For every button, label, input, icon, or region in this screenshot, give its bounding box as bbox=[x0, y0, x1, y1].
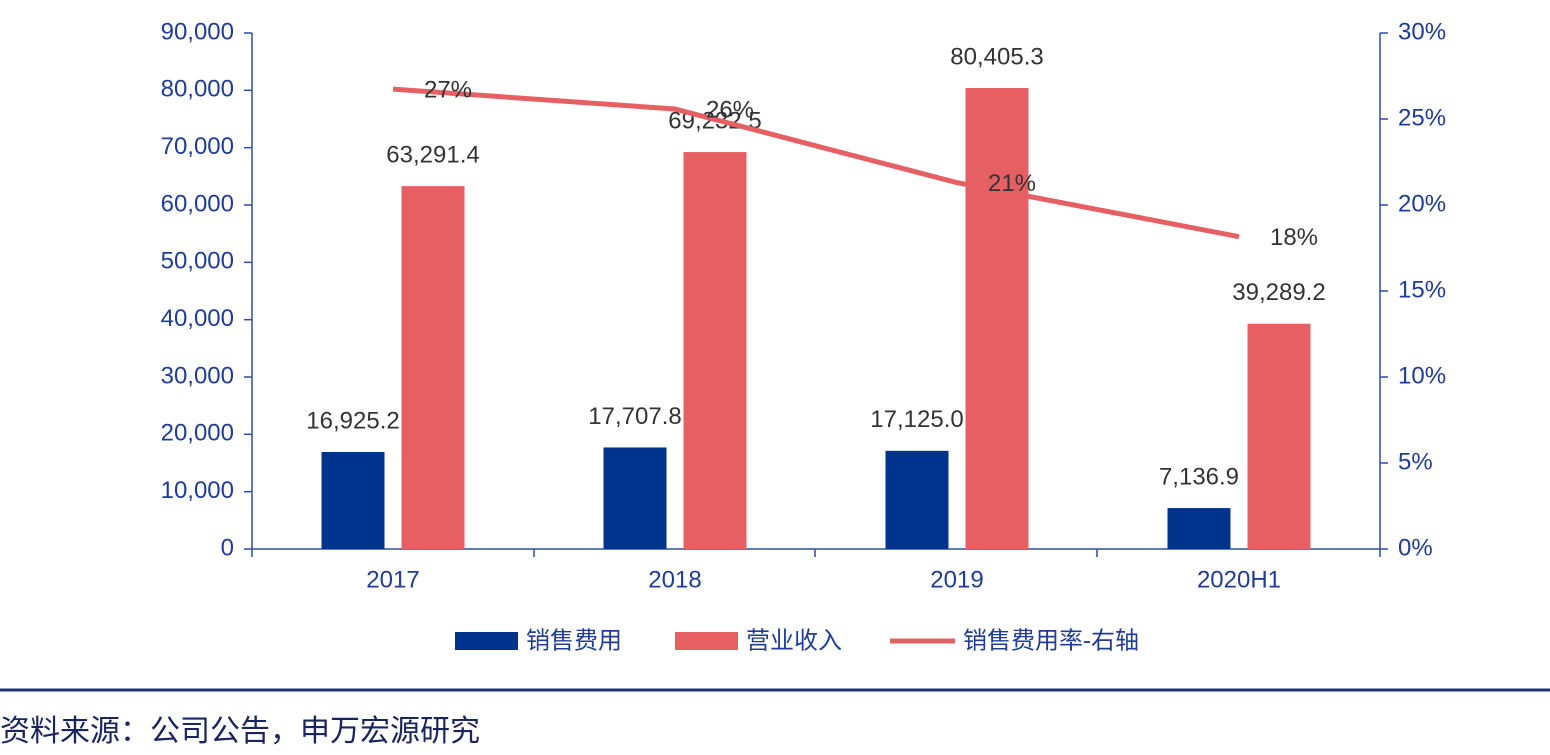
y-tick-label: 90,000 bbox=[161, 18, 234, 45]
y-tick-label: 60,000 bbox=[161, 190, 234, 217]
y-tick-label: 70,000 bbox=[161, 133, 234, 160]
data-label: 63,291.4 bbox=[386, 141, 479, 168]
y-tick-label: 0 bbox=[221, 534, 234, 561]
data-label: 16,925.2 bbox=[306, 407, 399, 434]
data-label: 39,289.2 bbox=[1232, 279, 1325, 306]
y-tick-label: 80,000 bbox=[161, 76, 234, 103]
data-label: 17,707.8 bbox=[588, 403, 681, 430]
data-label: 27% bbox=[424, 76, 472, 103]
y2-tick-label: 10% bbox=[1398, 362, 1446, 389]
y-tick-label: 50,000 bbox=[161, 248, 234, 275]
y2-tick-label: 20% bbox=[1398, 190, 1446, 217]
x-axis-ticks bbox=[251, 549, 1381, 557]
x-tick-label: 2020H1 bbox=[1197, 566, 1281, 593]
data-label: 21% bbox=[988, 170, 1036, 197]
y2-tick-label: 0% bbox=[1398, 534, 1433, 561]
bar bbox=[1167, 508, 1231, 549]
data-label: 80,405.3 bbox=[950, 43, 1043, 70]
line bbox=[392, 86, 1240, 240]
y2-tick-label: 15% bbox=[1398, 276, 1446, 303]
y-tick-label: 40,000 bbox=[161, 305, 234, 332]
y2-tick-label: 25% bbox=[1398, 104, 1446, 131]
legend-label: 销售费用率-右轴 bbox=[963, 627, 1139, 654]
data-label: 18% bbox=[1270, 224, 1318, 251]
data-label: 7,136.9 bbox=[1159, 463, 1239, 490]
y2-tick-label: 30% bbox=[1398, 18, 1446, 45]
legend-label: 营业收入 bbox=[746, 627, 842, 654]
legend-swatch bbox=[455, 632, 518, 650]
bar bbox=[965, 88, 1029, 549]
x-tick-label: 2019 bbox=[930, 566, 983, 593]
data-label: 26% bbox=[706, 96, 754, 123]
bar bbox=[1247, 323, 1311, 549]
y-tick-label: 20,000 bbox=[161, 420, 234, 447]
x-tick-label: 2018 bbox=[648, 566, 701, 593]
y-tick-label: 10,000 bbox=[161, 477, 234, 504]
bar bbox=[603, 447, 667, 549]
bar bbox=[321, 451, 385, 549]
bar bbox=[885, 450, 949, 549]
legend-label: 销售费用 bbox=[526, 627, 622, 654]
y2-tick-label: 5% bbox=[1398, 448, 1433, 475]
y-tick-label: 30,000 bbox=[161, 362, 234, 389]
bar bbox=[401, 186, 465, 549]
legend-swatch bbox=[675, 632, 738, 650]
data-label: 17,125.0 bbox=[870, 406, 963, 433]
bar bbox=[683, 152, 747, 549]
x-tick-label: 2017 bbox=[366, 566, 419, 593]
source-note: 资料来源：公司公告，申万宏源研究 bbox=[0, 715, 480, 748]
